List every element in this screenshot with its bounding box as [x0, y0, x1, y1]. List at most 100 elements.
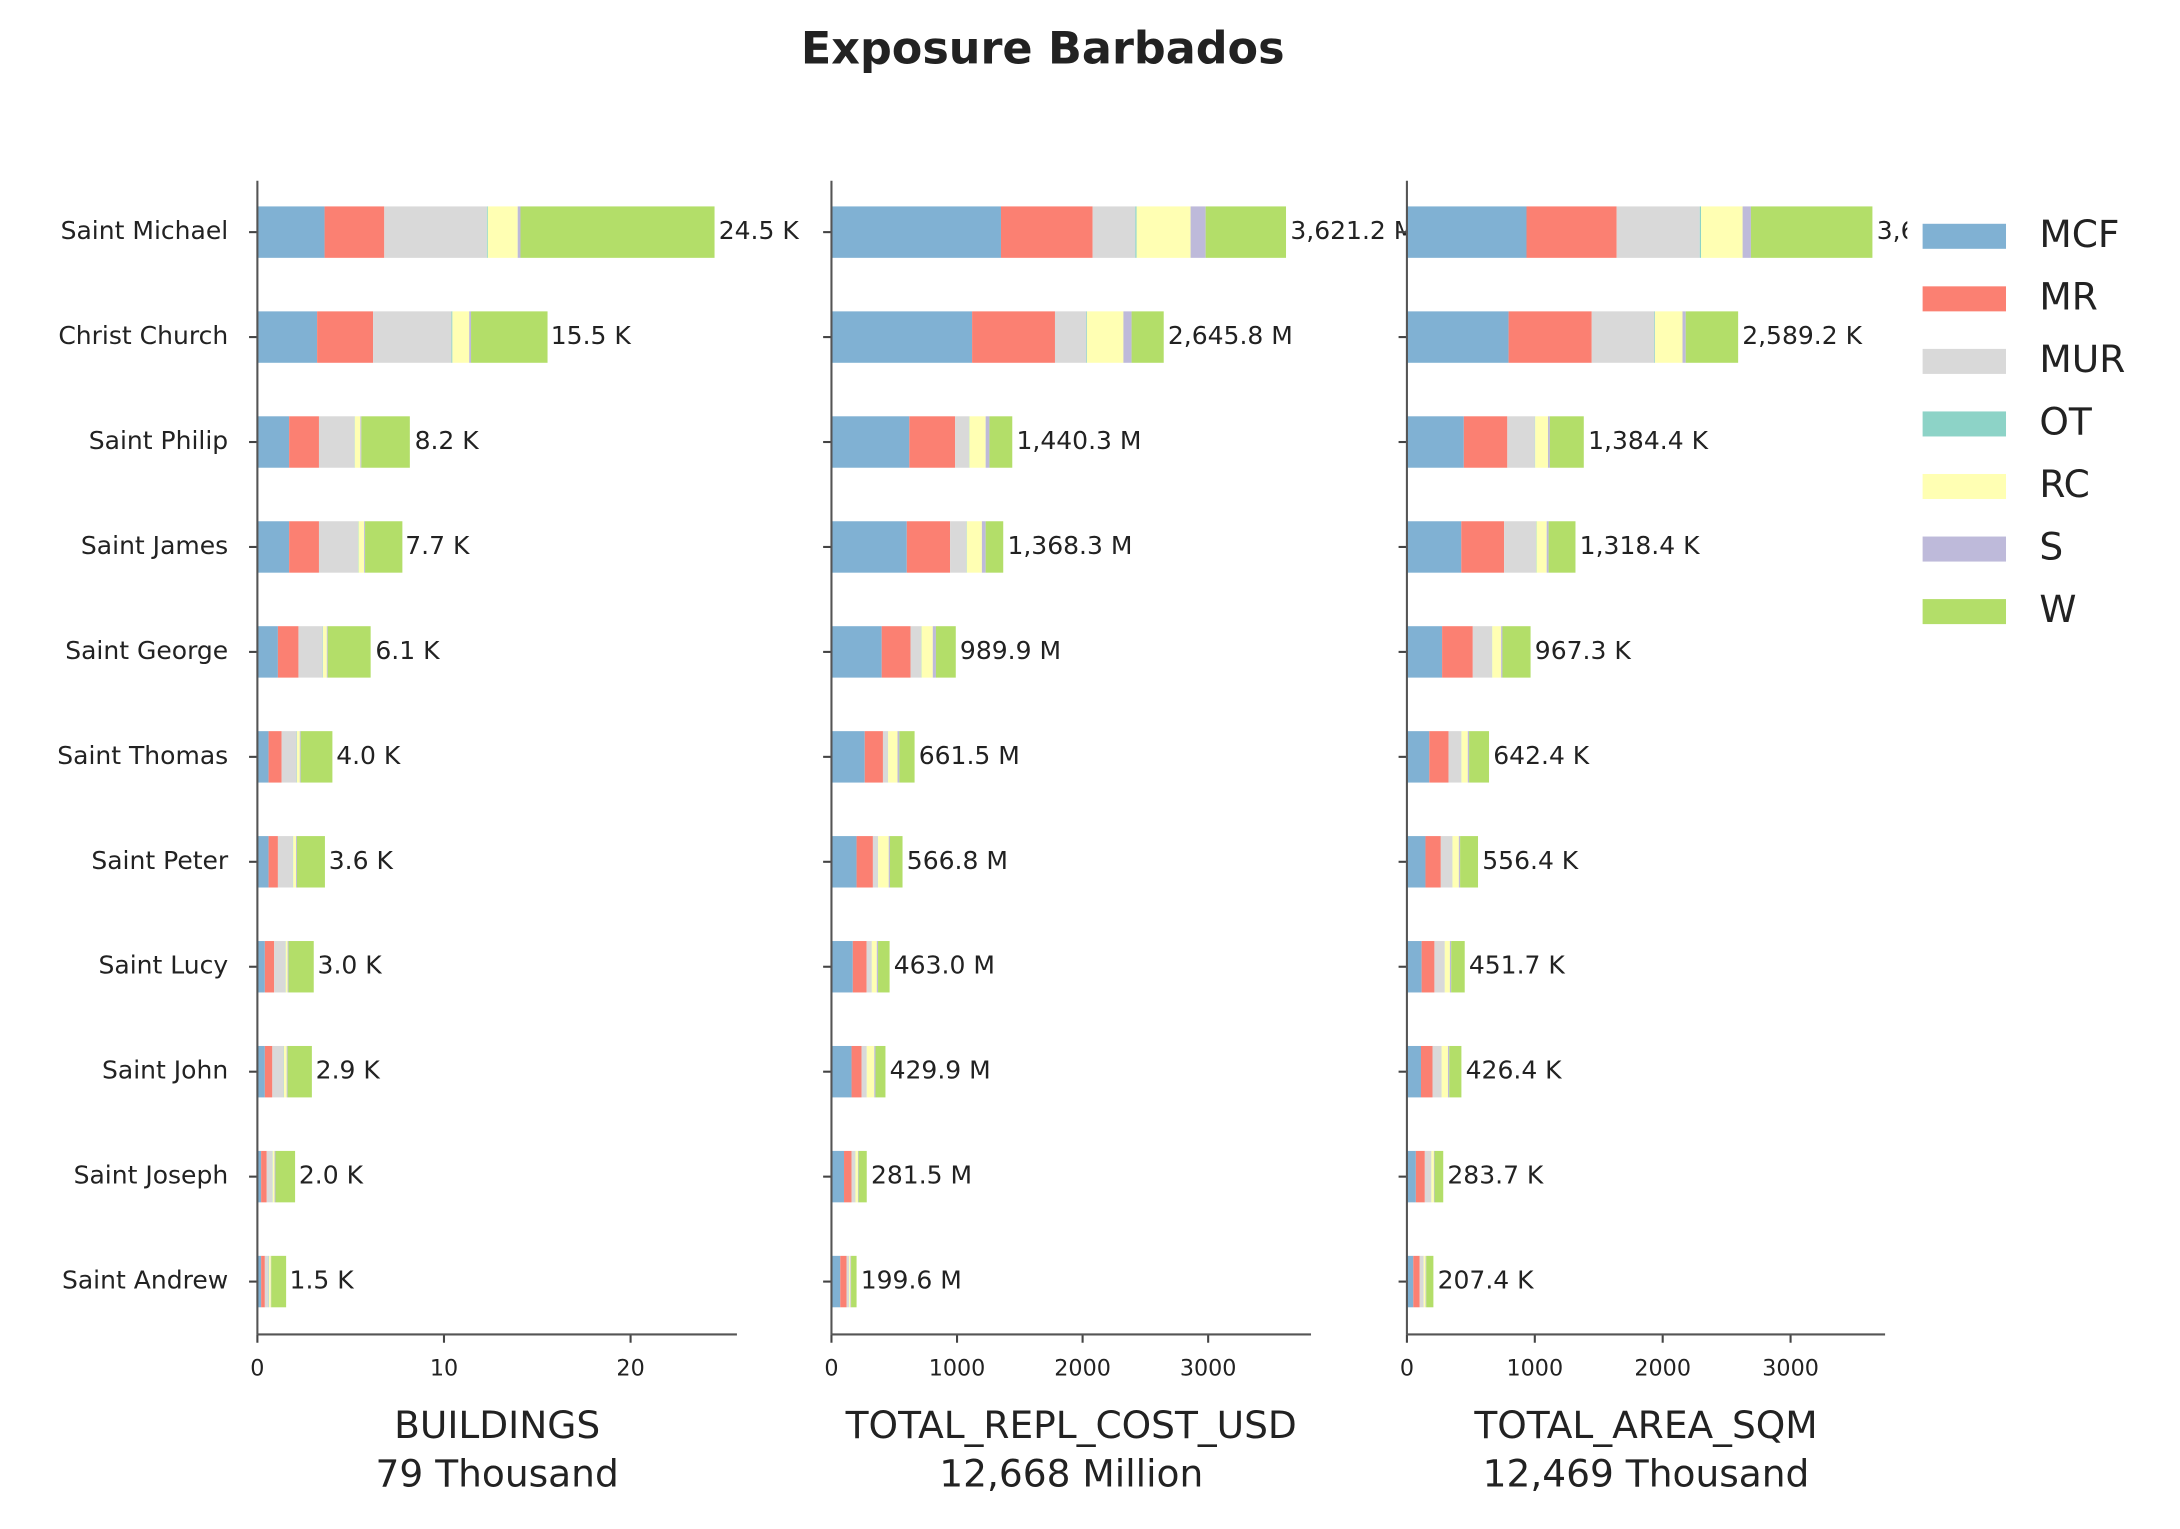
bar-segment: [989, 416, 1013, 468]
bar-segment: [296, 836, 297, 888]
bar-segment: [1616, 206, 1700, 258]
bar-segment: [1535, 416, 1548, 468]
bar-segment: [932, 626, 936, 678]
bar-segment: [373, 311, 452, 363]
bar-segment: [1442, 626, 1473, 678]
bar-segment: [1701, 206, 1743, 258]
bar-segment: [365, 521, 403, 573]
bar-segment: [876, 941, 879, 993]
total-label: 1,368.3 M: [1007, 531, 1132, 560]
total-label: 967.3 K: [1535, 636, 1632, 665]
bar-segment: [831, 1255, 841, 1308]
legend-label: RC: [2039, 462, 2089, 506]
legend-swatch: [1922, 223, 2007, 249]
bar-segment: [1086, 311, 1124, 363]
bar-segment: [1547, 416, 1550, 468]
bar-segment: [318, 416, 355, 468]
bar-segment: [1546, 521, 1549, 573]
bar-segment: [1406, 206, 1527, 258]
bar-segment: [981, 521, 986, 573]
bar-segment: [1444, 941, 1450, 993]
y-tick-label: Saint Thomas: [57, 741, 228, 770]
x-tick-label: 20: [616, 1356, 644, 1382]
total-label: 281.5 M: [871, 1161, 972, 1190]
bar-segment: [1434, 1150, 1444, 1203]
bar-segment: [899, 731, 915, 783]
bar-segment: [872, 836, 878, 888]
bar-segment: [1123, 311, 1132, 363]
bar-segment: [1425, 1255, 1427, 1308]
bar-segment: [878, 836, 889, 888]
bar-segment: [875, 1045, 886, 1098]
bar-segment: [264, 1045, 273, 1098]
bar-segment: [264, 941, 275, 993]
bar-segment: [289, 521, 319, 573]
bar-segment: [1000, 206, 1093, 258]
bar-segment: [1461, 521, 1505, 573]
bar-segment: [293, 836, 297, 888]
bar-segment: [486, 206, 488, 258]
bar-segment: [323, 626, 327, 678]
x-axis-sublabel: 12,668 Million: [939, 1452, 1203, 1496]
bar-segment: [1205, 206, 1287, 258]
legend-swatch: [1922, 473, 2007, 500]
y-tick-label: Saint Michael: [61, 216, 229, 245]
x-tick-label: 0: [824, 1356, 838, 1382]
bar-segment: [857, 1150, 859, 1203]
bar-segment: [851, 1045, 862, 1098]
bar-segment: [257, 311, 318, 363]
bar-segment: [831, 731, 865, 783]
bar-segment: [888, 836, 890, 888]
total-label: 642.4 K: [1493, 741, 1590, 770]
total-label: 2,645.8 M: [1168, 321, 1293, 350]
bar-segment: [840, 1255, 847, 1308]
bar-segment: [1463, 416, 1508, 468]
x-axis-sublabel: 79 Thousand: [376, 1452, 619, 1496]
bar-segment: [831, 626, 882, 678]
bar-segment: [287, 1045, 312, 1098]
bar-segment: [288, 941, 314, 993]
bar-segment: [831, 836, 857, 888]
total-label: 429.9 M: [890, 1056, 991, 1085]
bar-segment: [1433, 1150, 1435, 1203]
bar-segment: [1448, 731, 1462, 783]
bar-segment: [1447, 1045, 1450, 1098]
bar-segment: [1406, 1045, 1421, 1098]
total-label: 283.7 K: [1447, 1161, 1544, 1190]
bar-segment: [452, 311, 470, 363]
bar-segment: [882, 731, 888, 783]
bar-segment: [1424, 1150, 1432, 1203]
bar-segment: [955, 416, 969, 468]
y-tick-label: Saint James: [81, 531, 228, 560]
total-label: 7.7 K: [405, 531, 470, 560]
bar-segment: [277, 626, 299, 678]
bar-segment: [1426, 1255, 1434, 1308]
bar-segment: [1449, 1045, 1462, 1098]
total-label: 2,589.2 K: [1742, 321, 1862, 350]
bar-segment: [1092, 206, 1136, 258]
bar-segment: [257, 1255, 262, 1308]
bar-segment: [1441, 1045, 1448, 1098]
bar-segment: [257, 206, 325, 258]
bar-segment: [972, 311, 1055, 363]
total-label: 566.8 M: [907, 846, 1008, 875]
bar-segment: [272, 1045, 284, 1098]
bar-segment: [1086, 311, 1087, 363]
bar-segment: [257, 836, 269, 888]
bar-segment: [1591, 311, 1655, 363]
total-label: 661.5 M: [919, 741, 1020, 770]
bar-segment: [855, 1150, 858, 1203]
bar-segment: [257, 521, 290, 573]
total-label: 24.5 K: [719, 216, 800, 245]
total-label: 207.4 K: [1438, 1266, 1535, 1295]
x-axis-label: TOTAL_AREA_SQM: [1473, 1403, 1817, 1447]
total-label: 451.7 K: [1469, 951, 1566, 980]
bar-segment: [1548, 521, 1576, 573]
bar-segment: [300, 731, 333, 783]
bar-segment: [1742, 206, 1751, 258]
bar-segment: [1054, 311, 1087, 363]
x-tick-label: 3000: [1762, 1356, 1819, 1382]
bar-segment: [985, 416, 990, 468]
bar-segment: [268, 1255, 271, 1308]
